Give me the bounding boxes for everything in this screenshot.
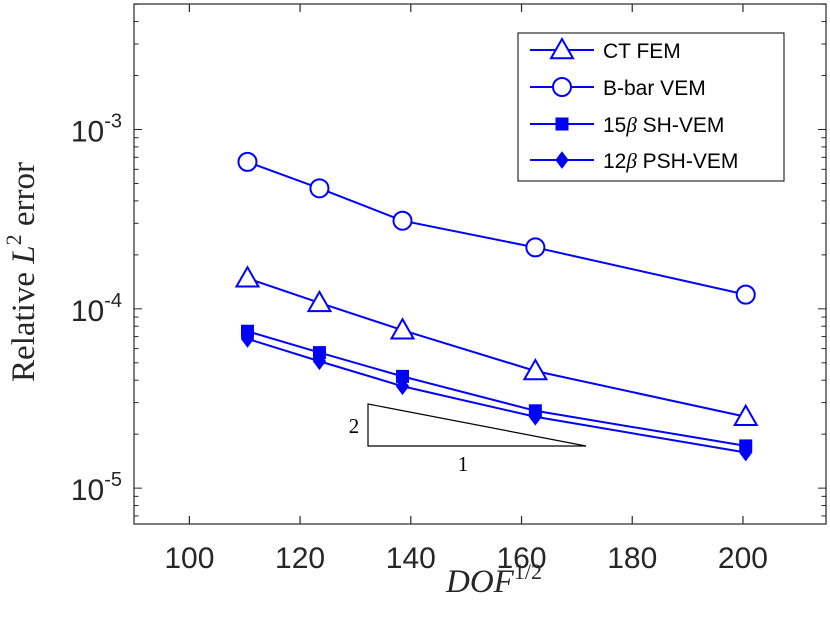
x-axis-label-superscript: 1/2: [514, 559, 542, 584]
series-1-point-4: [522, 357, 549, 381]
x-tick-label-120: 120: [275, 542, 325, 575]
slope-triangle-shape: [367, 403, 587, 447]
legend-label-part: β: [625, 149, 637, 173]
series-1-point-1: [234, 265, 261, 288]
x-tick-label-160: 160: [496, 542, 546, 575]
series-2-point-3: [392, 210, 413, 231]
y-tick-label--4: 10-4: [71, 290, 122, 328]
legend-label-part: 12: [603, 150, 626, 173]
slope-triangle: 2 1: [349, 403, 587, 476]
series-4-point-4: [528, 407, 542, 426]
series-4-point-2: [312, 352, 327, 371]
legend-item-1: CT FEM: [530, 36, 681, 63]
series-2-point-2: [309, 178, 330, 199]
legend-label-part: SH-VEM: [637, 114, 725, 137]
y-axis-label-suffix: error: [6, 162, 42, 234]
legend-marker-3: [555, 117, 569, 131]
plot-area: [234, 151, 759, 462]
series-4: [240, 330, 753, 462]
y-tick-label-base: 10: [71, 474, 104, 507]
y-tick-label-exponent: -5: [104, 469, 122, 491]
x-tick-label-200: 200: [718, 542, 768, 575]
series-2-point-4: [525, 237, 546, 258]
series-2-point-1: [237, 151, 258, 172]
y-tick-label-base: 10: [71, 295, 104, 328]
y-axis-label-superscript: 2: [1, 234, 26, 245]
y-axis-label: Relative L2 error: [1, 162, 42, 382]
legend-marker-4: [555, 151, 569, 169]
legend-label-part: β: [625, 113, 637, 137]
axes-box: [133, 3, 827, 525]
x-tick-label-180: 180: [607, 542, 657, 575]
y-tick-label-exponent: -4: [104, 290, 122, 312]
legend-label-4: 12β PSH-VEM: [603, 149, 738, 173]
y-tick-label--5: 10-5: [71, 469, 122, 507]
series-1: [234, 265, 759, 427]
series-2: [237, 151, 756, 305]
y-tick-label--3: 10-3: [71, 111, 122, 149]
legend-label-part: 15: [603, 114, 626, 137]
series-4-point-1: [240, 330, 255, 348]
legend-label-2: B-bar VEM: [603, 77, 706, 100]
legend-marker-1: [549, 36, 575, 60]
legend-item-2: B-bar VEM: [530, 77, 706, 100]
y-tick-label-exponent: -3: [104, 111, 122, 133]
legend-item-4: 12β PSH-VEM: [530, 149, 738, 173]
series-1-point-3: [389, 317, 416, 340]
y-tick-label-base: 10: [71, 116, 104, 149]
x-axis-label: DOF1/2: [445, 559, 542, 600]
legend-marker-2: [552, 77, 572, 97]
y-axis-label-prefix: Relative: [6, 264, 42, 382]
legend-label-1: CT FEM: [603, 40, 681, 63]
series-1-point-2: [306, 289, 333, 313]
slope-run-label: 1: [458, 452, 469, 476]
x-tick-label-140: 140: [386, 542, 436, 575]
legend-item-3: 15β SH-VEM: [530, 113, 724, 137]
series-2-point-5: [735, 284, 756, 305]
series-1-point-5: [733, 403, 759, 427]
legend-label-3: 15β SH-VEM: [603, 113, 724, 137]
series-4-point-5: [739, 443, 753, 462]
x-tick-label-100: 100: [164, 542, 214, 575]
series-4-point-3: [395, 377, 410, 396]
legend-label-part: PSH-VEM: [637, 150, 739, 173]
slope-rise-label: 2: [349, 414, 360, 438]
x-axis-label-main: DOF: [445, 564, 515, 600]
y-axis-label-var: L: [6, 245, 42, 264]
